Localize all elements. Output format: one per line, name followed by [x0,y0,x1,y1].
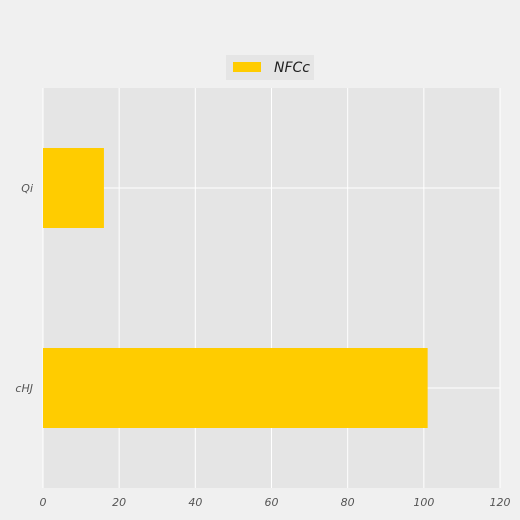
x-tick-label: 0 [40,496,47,509]
x-tick-label: 20 [112,496,126,509]
x-tick-label: 120 [490,496,511,509]
y-tick-label: cHJ [15,382,33,395]
x-tick-label: 40 [188,496,202,509]
x-tick-label: 60 [265,496,279,509]
bar-cHJ [43,348,428,428]
legend-swatch [233,62,261,72]
x-axis: 0 20 40 60 80 100 120 [40,496,511,509]
bars [43,148,428,428]
y-tick-label: Qi [21,182,33,195]
y-axis: Qi cHJ [15,182,33,395]
legend: NFCc [226,55,314,80]
bar-Qi [43,148,104,228]
x-tick-label: 80 [341,496,355,509]
x-tick-label: 100 [413,496,434,509]
legend-label: NFCc [274,60,310,76]
